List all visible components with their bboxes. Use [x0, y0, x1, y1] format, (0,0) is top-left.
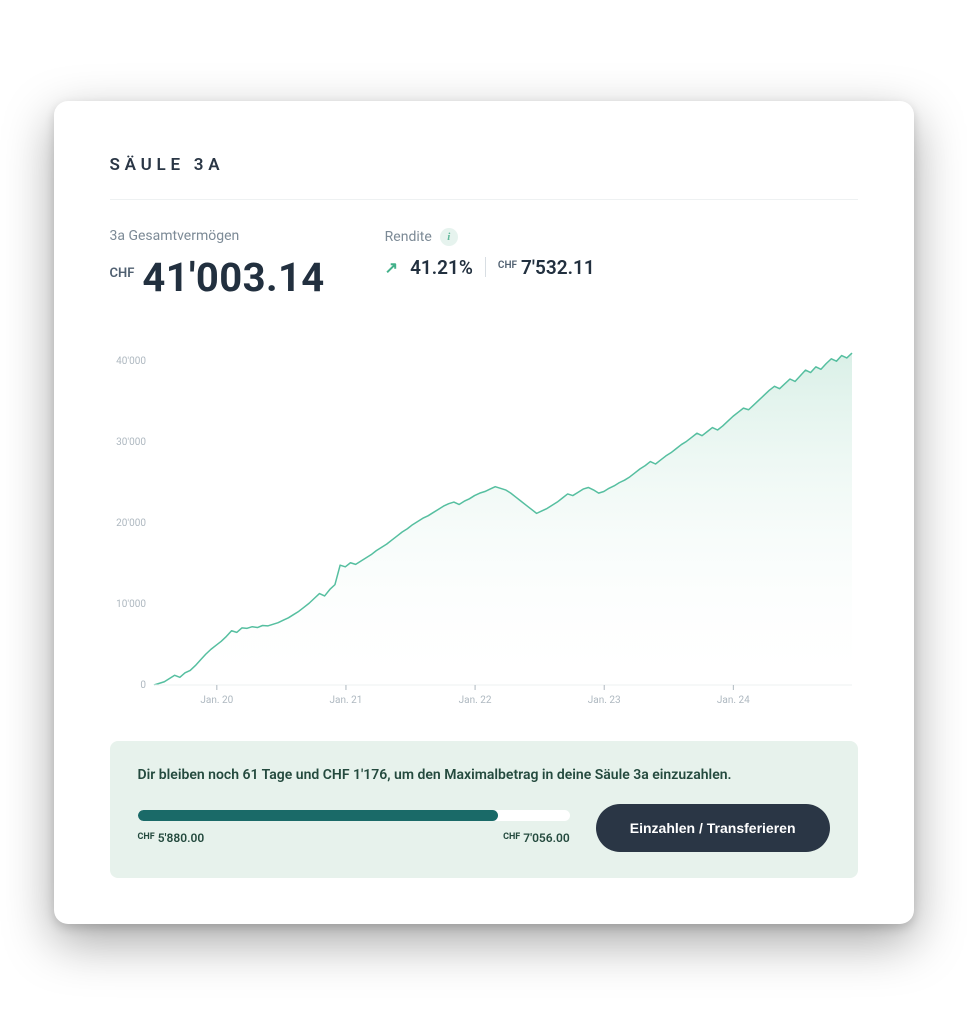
svg-text:40'000: 40'000 — [116, 356, 146, 367]
progress-max: CHF7'056.00 — [503, 831, 570, 845]
progress-current-value: 5'880.00 — [158, 831, 205, 845]
progress-labels: CHF5'880.00 CHF7'056.00 — [138, 831, 570, 845]
return-absolute: CHF 7'532.11 — [498, 256, 595, 279]
return-label-text: Rendite — [385, 229, 432, 245]
progress-column: CHF5'880.00 CHF7'056.00 — [138, 810, 570, 845]
return-abs-value: 7'532.11 — [521, 256, 595, 279]
return-metric: Rendite i ↗ 41.21% CHF 7'532.11 — [385, 228, 595, 301]
card-title: SÄULE 3A — [110, 155, 858, 200]
total-label: 3a Gesamtvermögen — [110, 228, 325, 244]
return-values: ↗ 41.21% CHF 7'532.11 — [385, 256, 595, 279]
svg-text:10'000: 10'000 — [116, 599, 146, 610]
return-percent: 41.21% — [410, 256, 473, 279]
deposit-transfer-button[interactable]: Einzahlen / Transferieren — [596, 804, 830, 852]
chart-svg: 0 10'000 20'000 30'000 40'000 Jan. 20 Jan. 21 J… — [110, 337, 858, 717]
currency-label-small: CHF — [498, 260, 517, 271]
svg-text:Jan. 22: Jan. 22 — [458, 695, 491, 706]
total-value: 41'003.14 — [142, 254, 324, 301]
currency-label-xs: CHF — [138, 832, 155, 842]
svg-text:20'000: 20'000 — [116, 518, 146, 529]
total-amount: CHF 41'003.14 — [110, 254, 325, 301]
progress-fill — [138, 810, 498, 821]
trend-up-icon: ↗ — [385, 258, 398, 277]
currency-label-xs: CHF — [503, 832, 520, 842]
progress-current: CHF5'880.00 — [138, 831, 205, 845]
svg-text:0: 0 — [140, 680, 146, 691]
pension-card: SÄULE 3A 3a Gesamtvermögen CHF 41'003.14… — [54, 101, 914, 924]
svg-text:Jan. 20: Jan. 20 — [200, 695, 233, 706]
currency-label: CHF — [110, 266, 135, 281]
progress-max-value: 7'056.00 — [523, 831, 570, 845]
metrics-row: 3a Gesamtvermögen CHF 41'003.14 Rendite … — [110, 228, 858, 301]
svg-text:Jan. 21: Jan. 21 — [329, 695, 362, 706]
svg-text:30'000: 30'000 — [116, 437, 146, 448]
reminder-row: CHF5'880.00 CHF7'056.00 Einzahlen / Tran… — [138, 804, 830, 852]
reminder-text: Dir bleiben noch 61 Tage und CHF 1'176, … — [138, 765, 830, 786]
deposit-reminder-box: Dir bleiben noch 61 Tage und CHF 1'176, … — [110, 741, 858, 878]
portfolio-chart: 0 10'000 20'000 30'000 40'000 Jan. 20 Jan. 21 J… — [110, 337, 858, 717]
svg-text:Jan. 24: Jan. 24 — [716, 695, 749, 706]
divider — [485, 257, 486, 277]
return-label: Rendite i — [385, 228, 595, 246]
total-metric: 3a Gesamtvermögen CHF 41'003.14 — [110, 228, 325, 301]
progress-bar — [138, 810, 570, 821]
info-icon[interactable]: i — [440, 228, 458, 246]
svg-text:Jan. 23: Jan. 23 — [587, 695, 620, 706]
